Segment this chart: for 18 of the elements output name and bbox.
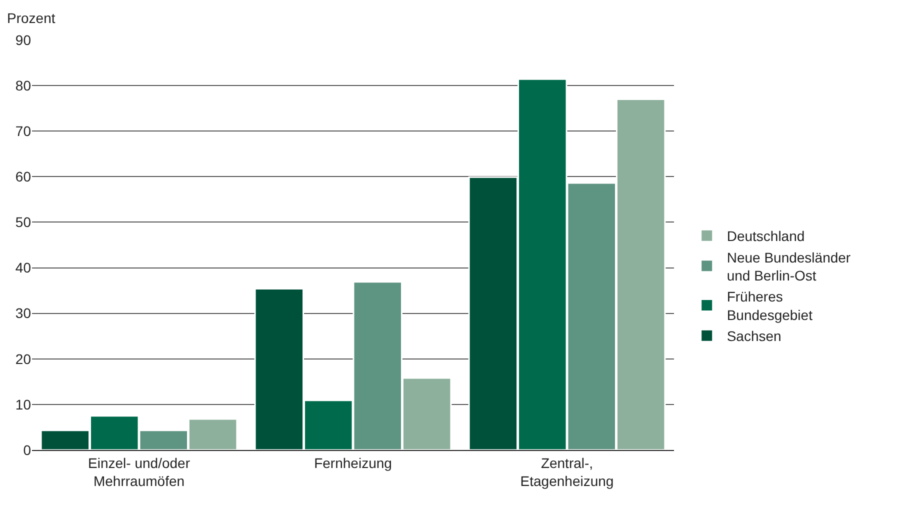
y-tick-label: 20 [15, 350, 32, 367]
x-tick-label: Einzel- und/oder Mehrraumöfen [88, 454, 190, 489]
y-tick-label: 0 [23, 442, 32, 458]
y-tick-label: 90 [15, 32, 32, 48]
legend-label: Neue Bundesländer und Berlin-Ost [726, 249, 851, 284]
legend-label: Sachsen [726, 328, 782, 344]
y-tick-label: 10 [15, 396, 32, 412]
legend-label: Früheres Bundesgebiet [726, 288, 813, 323]
x-tick-label: Fernheizung [314, 454, 392, 471]
legend-label: Deutschland [726, 228, 805, 244]
y-tick-label: 50 [15, 214, 32, 230]
x-tick-label: Zentral-, Etagenheizung [520, 454, 614, 489]
y-tick-label: 60 [15, 168, 32, 185]
y-tick-label: 70 [15, 123, 32, 140]
y-axis-title: Prozent [7, 10, 56, 26]
y-tick-label: 80 [15, 77, 32, 94]
y-tick-label: 30 [15, 305, 32, 322]
y-tick-label: 40 [15, 260, 32, 276]
